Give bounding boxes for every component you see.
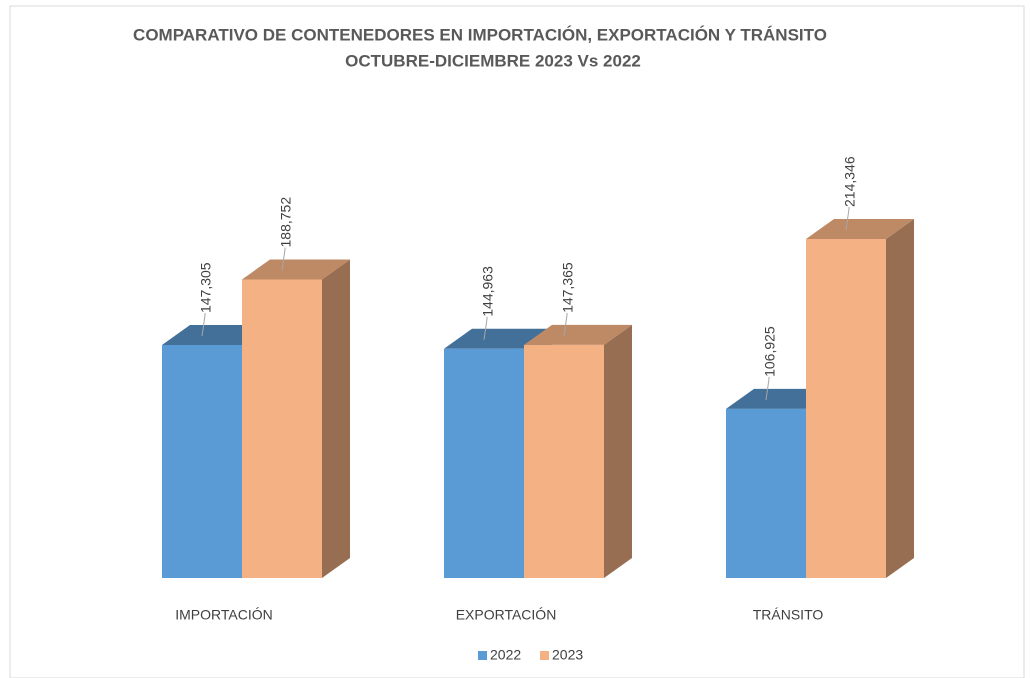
data-label: 147,365 bbox=[560, 262, 576, 313]
bar-side bbox=[322, 259, 350, 578]
chart-subtitle: OCTUBRE-DICIEMBRE 2023 Vs 2022 bbox=[345, 51, 641, 70]
leader-line bbox=[845, 207, 850, 231]
bar-top bbox=[242, 259, 350, 280]
chart-title: COMPARATIVO DE CONTENEDORES EN IMPORTACI… bbox=[133, 25, 827, 44]
data-label: 214,346 bbox=[842, 156, 858, 207]
leader-line bbox=[281, 247, 286, 271]
bar-top bbox=[524, 324, 632, 345]
bar-front bbox=[242, 279, 322, 578]
bar-front bbox=[806, 239, 886, 578]
bar-top bbox=[806, 219, 914, 239]
bar bbox=[242, 259, 350, 578]
x-tick-label: IMPORTACIÓN bbox=[175, 607, 273, 623]
bar bbox=[524, 324, 632, 578]
bar-front bbox=[162, 345, 242, 578]
bar-front bbox=[524, 344, 604, 578]
x-tick-label: EXPORTACIÓN bbox=[456, 607, 557, 623]
x-tick-label: TRÁNSITO bbox=[753, 607, 824, 623]
chart-frame bbox=[9, 5, 1025, 678]
data-label: 144,963 bbox=[480, 266, 496, 317]
leader-line bbox=[201, 313, 206, 337]
legend-label: 2022 bbox=[490, 647, 521, 663]
leader-line bbox=[483, 316, 488, 340]
data-label: 106,925 bbox=[762, 326, 778, 377]
bar-top bbox=[444, 328, 552, 349]
data-label: 147,305 bbox=[198, 262, 214, 313]
bar-side bbox=[886, 219, 914, 578]
leader-line bbox=[563, 312, 568, 337]
legend-label: 2023 bbox=[552, 647, 583, 663]
bar-front bbox=[444, 348, 524, 578]
legend-swatch bbox=[478, 651, 487, 660]
data-label: 188,752 bbox=[278, 197, 294, 248]
bar-front bbox=[726, 408, 806, 578]
leader-line bbox=[765, 376, 770, 400]
bar bbox=[806, 219, 914, 578]
bar-side bbox=[604, 324, 632, 578]
legend-swatch bbox=[540, 651, 549, 660]
